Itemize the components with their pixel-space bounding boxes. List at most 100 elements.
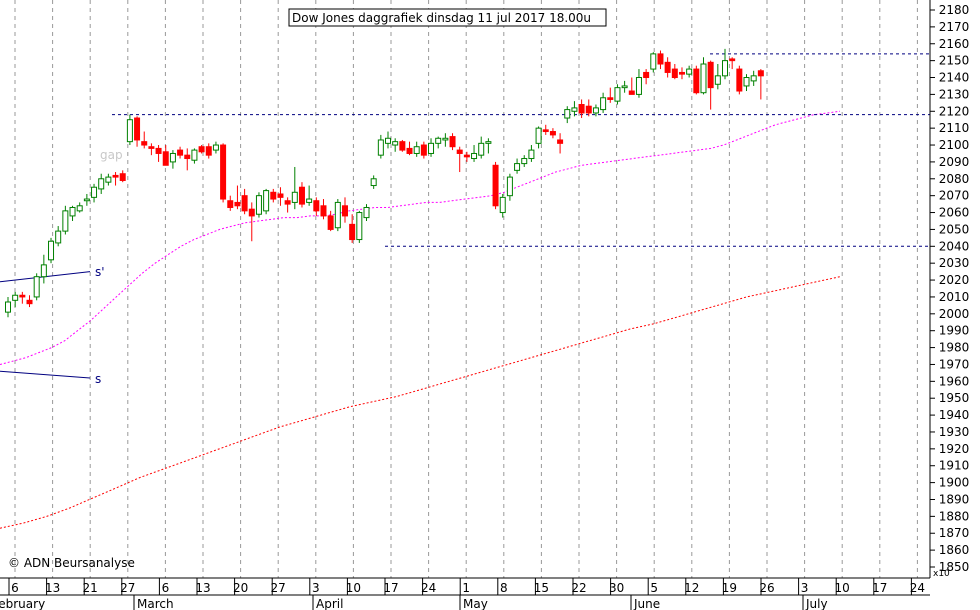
candle-body bbox=[492, 164, 499, 207]
candle-body bbox=[105, 176, 112, 183]
candle-body bbox=[578, 104, 585, 114]
candle-body bbox=[514, 163, 521, 171]
month-label: March bbox=[137, 597, 174, 610]
y-tick-label: 2160 bbox=[939, 37, 970, 51]
candle-body bbox=[557, 139, 564, 144]
candle-body bbox=[564, 109, 571, 119]
y-tick-label: 2090 bbox=[939, 155, 970, 169]
candle-body bbox=[5, 301, 11, 313]
candle-body bbox=[306, 198, 313, 203]
candle-body bbox=[12, 294, 19, 301]
candle-body bbox=[722, 60, 728, 77]
x-tick-label: 10 bbox=[835, 581, 850, 595]
x-tick-label: 8 bbox=[500, 581, 508, 595]
x-tick-label: 15 bbox=[534, 581, 549, 595]
candle-body bbox=[750, 75, 757, 82]
candle-body bbox=[456, 149, 463, 154]
candle-body bbox=[657, 53, 664, 65]
y-tick-label: 1870 bbox=[939, 526, 970, 540]
candle-body bbox=[91, 186, 98, 198]
x-tick-label: 12 bbox=[684, 581, 699, 595]
y-tick-label: 2170 bbox=[939, 20, 970, 34]
y-tick-label: 1850 bbox=[939, 560, 970, 574]
candle-body bbox=[664, 61, 671, 73]
candle-body bbox=[40, 264, 47, 278]
support-lines bbox=[112, 53, 930, 247]
candle-body bbox=[736, 68, 743, 92]
candle-body bbox=[463, 154, 470, 158]
candle-body bbox=[270, 191, 277, 200]
candle-body bbox=[349, 223, 356, 241]
candle-body bbox=[435, 137, 442, 144]
y-tick-label: 1960 bbox=[939, 374, 970, 388]
candle-body bbox=[277, 193, 284, 198]
x-tick-label: 20 bbox=[233, 581, 248, 595]
y-tick-label: 1940 bbox=[939, 408, 970, 422]
candle-body bbox=[693, 68, 700, 94]
candle-body bbox=[62, 210, 69, 232]
candle-body bbox=[255, 195, 262, 215]
candle-body bbox=[234, 201, 241, 207]
x-tick-label: 24 bbox=[421, 581, 436, 595]
candle-body bbox=[220, 144, 227, 200]
candle-body bbox=[134, 117, 141, 141]
candle-body bbox=[714, 75, 721, 85]
short-moving-average bbox=[0, 110, 841, 365]
candle-body bbox=[356, 212, 363, 241]
candle-body bbox=[33, 276, 40, 298]
copyright: © ADN Beursanalyse bbox=[8, 556, 135, 570]
x-tick-label: 27 bbox=[120, 581, 135, 595]
candle-body bbox=[478, 142, 485, 156]
y-tick-label: 1930 bbox=[939, 425, 970, 439]
candle-body bbox=[55, 230, 62, 244]
candle-body bbox=[392, 141, 399, 146]
candle-body bbox=[327, 215, 334, 230]
y-tick-label: 1970 bbox=[939, 357, 970, 371]
candle-body bbox=[678, 71, 685, 75]
x-tick-label: 22 bbox=[571, 581, 586, 595]
candle-body bbox=[757, 70, 764, 77]
candle-body bbox=[614, 87, 621, 102]
y-tick-label: 2000 bbox=[939, 307, 970, 321]
candle-body bbox=[191, 149, 198, 161]
x-tick-label: 6 bbox=[162, 581, 170, 595]
x-tick-label: 26 bbox=[759, 581, 774, 595]
candle-body bbox=[112, 174, 119, 178]
candle-body bbox=[743, 77, 750, 87]
grid bbox=[14, 0, 918, 578]
y-tick-label: 2150 bbox=[939, 54, 970, 68]
candle-body bbox=[406, 147, 413, 154]
candle-body bbox=[363, 206, 370, 219]
scale-note: x10 bbox=[933, 569, 950, 579]
x-tick-label: 6 bbox=[11, 581, 19, 595]
y-tick-label: 2070 bbox=[939, 189, 970, 203]
month-axis: February March April May June July bbox=[0, 595, 828, 610]
candle-body bbox=[449, 136, 456, 148]
candle-body bbox=[499, 196, 506, 214]
candle-body bbox=[686, 68, 693, 75]
y-tick-label: 2110 bbox=[939, 121, 970, 135]
candle-body bbox=[442, 137, 449, 141]
candle-body bbox=[341, 205, 348, 217]
y-axis: 2180 2170 2160 2150 2140 2130 2120 2110 2100 2090… bbox=[930, 3, 969, 574]
gap-annotation: gap bbox=[100, 148, 123, 162]
candle-body bbox=[48, 240, 55, 261]
x-tick-label: 13 bbox=[195, 581, 210, 595]
title-box bbox=[288, 8, 607, 27]
candle-body bbox=[428, 142, 435, 154]
x-tick-label: 27 bbox=[271, 581, 286, 595]
candle-body bbox=[600, 97, 607, 111]
y-tick-label: 2050 bbox=[939, 222, 970, 236]
month-label: April bbox=[316, 597, 343, 610]
candle-body bbox=[528, 149, 535, 160]
candle-body bbox=[212, 144, 219, 151]
candle-body bbox=[248, 208, 255, 217]
candle-body bbox=[98, 178, 105, 190]
candle-body bbox=[241, 195, 248, 212]
candle-body bbox=[413, 146, 420, 154]
candle-body bbox=[227, 200, 234, 208]
candles bbox=[5, 48, 764, 318]
long-moving-average bbox=[0, 276, 841, 529]
candle-body bbox=[535, 127, 542, 144]
